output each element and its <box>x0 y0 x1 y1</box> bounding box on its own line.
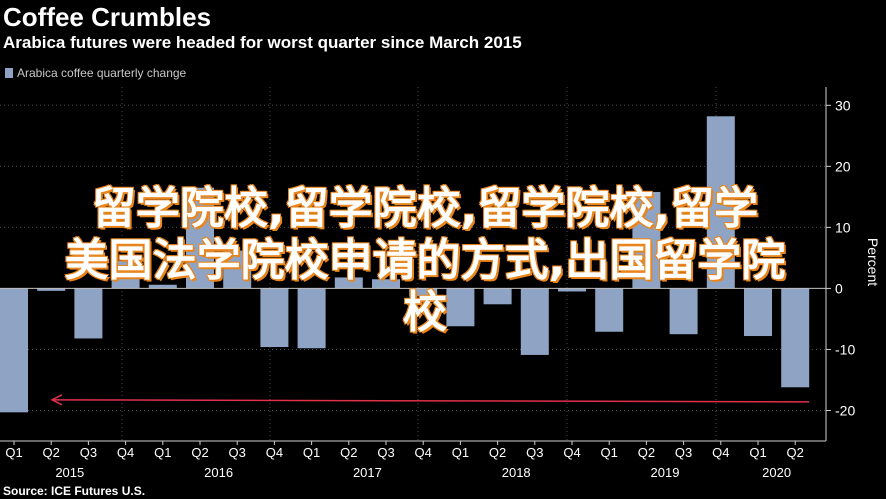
bar <box>409 288 438 297</box>
x-tick-label: Q2 <box>787 445 804 460</box>
bar <box>334 277 363 289</box>
bar <box>37 288 66 291</box>
bar <box>781 288 810 388</box>
x-tick-label: Q1 <box>749 445 766 460</box>
bar <box>744 288 772 337</box>
y-tick-label: -10 <box>835 341 855 357</box>
y-tick-label: 0 <box>835 280 843 296</box>
year-label: 2015 <box>55 465 84 480</box>
x-tick-label: Q4 <box>415 445 432 460</box>
bar <box>483 288 512 305</box>
arrow-head <box>50 394 63 406</box>
overlay-line-1: 留学院校,留学院校,留学院校,留学 <box>91 183 759 234</box>
x-tick-label: Q3 <box>377 445 394 460</box>
x-tick-label: Q4 <box>563 445 580 460</box>
bar <box>223 250 252 289</box>
bar <box>520 288 549 355</box>
y-tick-label: 10 <box>835 219 851 235</box>
bar <box>372 279 400 289</box>
x-tick-label: Q1 <box>5 445 22 460</box>
bar <box>558 288 586 292</box>
bar <box>595 288 624 332</box>
bar <box>260 288 289 348</box>
bar <box>297 288 326 349</box>
overlay-line-2: 美国法学院校申请的方式,出国留学院 <box>64 235 786 286</box>
bar <box>74 288 103 339</box>
x-tick-label: Q1 <box>303 445 320 460</box>
bar <box>706 116 735 289</box>
x-tick-label: Q1 <box>601 445 618 460</box>
bar <box>111 260 140 289</box>
year-label: 2019 <box>651 465 680 480</box>
x-tick-label: Q4 <box>117 445 134 460</box>
bar <box>148 284 177 289</box>
bar <box>446 288 475 327</box>
legend-label: Arabica coffee quarterly change <box>17 66 187 80</box>
year-label: 2017 <box>353 465 382 480</box>
watermark-overlay-text: 留学院校,留学院校,留学院校,留学 美国法学院校申请的方式,出国留学院 校 <box>10 183 840 339</box>
bar <box>669 288 698 335</box>
x-tick-label: Q3 <box>526 445 543 460</box>
year-label: 2020 <box>762 465 791 480</box>
x-tick-label: Q2 <box>43 445 60 460</box>
x-tick-label: Q2 <box>340 445 357 460</box>
arrow-line <box>51 399 810 403</box>
bar <box>0 288 28 413</box>
y-tick-label: 30 <box>835 97 851 113</box>
x-tick-label: Q1 <box>154 445 171 460</box>
chart-title: Coffee Crumbles <box>3 2 212 32</box>
x-tick-label: Q3 <box>229 445 246 460</box>
year-label: 2018 <box>502 465 531 480</box>
x-tick-label: Q4 <box>712 445 729 460</box>
x-tick-label: Q2 <box>638 445 655 460</box>
bar <box>632 191 661 289</box>
x-tick-label: Q4 <box>266 445 283 460</box>
legend: Arabica coffee quarterly change <box>5 66 186 80</box>
x-tick-label: Q1 <box>452 445 469 460</box>
chart-subtitle: Arabica futures were headed for worst qu… <box>3 33 522 52</box>
y-tick-label: -20 <box>835 402 855 418</box>
x-tick-label: Q3 <box>675 445 692 460</box>
year-label: 2016 <box>204 465 233 480</box>
bar <box>186 187 214 289</box>
y-axis-label: Percent <box>865 238 881 286</box>
x-tick-label: Q3 <box>80 445 97 460</box>
x-tick-label: Q2 <box>489 445 506 460</box>
legend-swatch <box>5 68 13 78</box>
source-note: Source: ICE Futures U.S. <box>3 484 146 498</box>
x-tick-label: Q2 <box>191 445 208 460</box>
overlay-line-3: 校 <box>403 287 447 338</box>
y-tick-label: 20 <box>835 158 851 174</box>
